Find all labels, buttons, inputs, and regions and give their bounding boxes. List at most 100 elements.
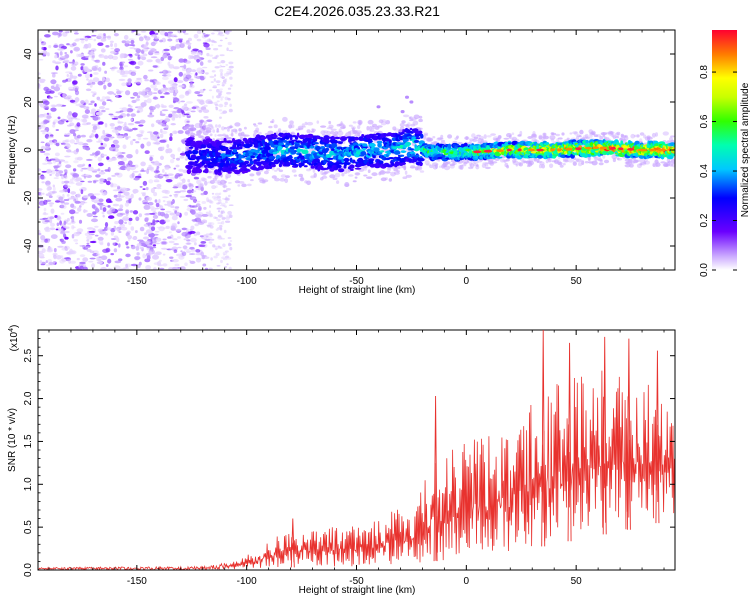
noise-speckle bbox=[215, 252, 220, 257]
signal-core-blob bbox=[226, 140, 234, 144]
signal-halo-blob bbox=[485, 166, 491, 170]
noise-speckle bbox=[183, 113, 190, 116]
noise-speckle bbox=[105, 134, 113, 137]
noise-speckle bbox=[80, 66, 84, 71]
signal-halo-blob bbox=[189, 183, 194, 186]
noise-speckle bbox=[111, 174, 116, 177]
signal-core-blob bbox=[268, 155, 276, 160]
noise-speckle bbox=[112, 139, 119, 145]
noise-speckle bbox=[201, 201, 207, 204]
noise-speckle bbox=[184, 107, 192, 112]
noise-speckle bbox=[195, 257, 203, 260]
noise-speckle bbox=[67, 188, 71, 194]
signal-halo-blob bbox=[191, 124, 194, 129]
noise-speckle bbox=[73, 198, 77, 202]
noise-speckle bbox=[159, 133, 164, 138]
noise-speckle bbox=[200, 241, 207, 244]
noise-speckle bbox=[150, 208, 157, 212]
signal-core-blob bbox=[325, 147, 330, 152]
noise-speckle bbox=[193, 33, 199, 39]
noise-speckle bbox=[57, 116, 61, 120]
noise-speckle bbox=[224, 37, 228, 40]
signal-halo-blob bbox=[432, 136, 436, 139]
noise-speckle bbox=[130, 263, 138, 267]
noise-speckle bbox=[186, 120, 190, 123]
noise-speckle bbox=[164, 219, 171, 223]
noise-speckle bbox=[38, 253, 45, 259]
signal-core-blob bbox=[187, 165, 194, 168]
noise-speckle bbox=[140, 143, 145, 149]
noise-speckle bbox=[130, 193, 134, 199]
signal-halo-blob bbox=[505, 158, 510, 162]
noise-speckle bbox=[180, 179, 186, 181]
noise-speckle bbox=[146, 98, 152, 104]
signal-core-blob bbox=[250, 155, 256, 159]
signal-halo-blob bbox=[336, 180, 340, 185]
noise-speckle bbox=[55, 129, 59, 131]
noise-speckle bbox=[185, 250, 191, 253]
noise-speckle bbox=[76, 53, 79, 58]
noise-speckle bbox=[189, 246, 195, 250]
noise-speckle bbox=[212, 84, 217, 89]
noise-speckle bbox=[143, 95, 150, 98]
noise-speckle bbox=[176, 80, 184, 84]
noise-speckle bbox=[223, 134, 226, 137]
noise-speckle bbox=[186, 205, 190, 208]
signal-halo-blob bbox=[481, 163, 486, 168]
noise-speckle bbox=[45, 260, 48, 264]
signal-halo-blob bbox=[280, 174, 287, 178]
signal-halo-blob bbox=[240, 131, 245, 137]
signal-halo-blob bbox=[246, 183, 252, 187]
noise-speckle bbox=[123, 34, 129, 40]
noise-speckle bbox=[164, 87, 168, 90]
noise-speckle bbox=[216, 83, 220, 86]
noise-speckle bbox=[125, 253, 131, 258]
signal-peak-blob bbox=[565, 147, 573, 151]
noise-speckle bbox=[224, 190, 228, 193]
noise-speckle bbox=[225, 255, 230, 259]
noise-speckle bbox=[85, 55, 89, 58]
noise-speckle bbox=[111, 118, 119, 120]
noise-speckle bbox=[106, 227, 112, 231]
noise-speckle bbox=[190, 225, 195, 230]
noise-speckle bbox=[199, 75, 204, 79]
noise-speckle bbox=[74, 97, 80, 103]
noise-speckle bbox=[177, 221, 180, 225]
signal-core-blob bbox=[392, 145, 398, 150]
noise-speckle bbox=[60, 230, 65, 234]
noise-speckle bbox=[117, 208, 124, 212]
signal-halo-blob bbox=[198, 122, 203, 128]
signal-halo-blob bbox=[219, 179, 226, 185]
noise-speckle bbox=[92, 170, 98, 173]
noise-speckle bbox=[56, 216, 62, 221]
noise-speckle bbox=[119, 204, 124, 209]
noise-speckle bbox=[101, 191, 107, 196]
noise-speckle bbox=[65, 226, 70, 229]
noise-speckle bbox=[95, 174, 101, 178]
signal-halo-blob bbox=[212, 129, 216, 133]
noise-speckle bbox=[175, 38, 179, 43]
noise-speckle bbox=[59, 238, 63, 241]
noise-speckle bbox=[152, 81, 156, 85]
noise-speckle bbox=[133, 47, 140, 50]
noise-speckle bbox=[110, 127, 115, 129]
noise-speckle bbox=[46, 249, 54, 253]
signal-core-blob bbox=[249, 160, 254, 165]
noise-speckle bbox=[203, 234, 208, 237]
signal-halo-blob bbox=[384, 177, 388, 181]
noise-speckle bbox=[107, 82, 112, 88]
noise-speckle bbox=[203, 116, 209, 119]
noise-speckle bbox=[203, 120, 207, 125]
noise-speckle bbox=[70, 191, 76, 195]
noise-speckle bbox=[162, 227, 167, 230]
noise-speckle bbox=[181, 42, 188, 45]
noise-speckle bbox=[205, 211, 209, 214]
noise-speckle bbox=[138, 36, 144, 42]
noise-speckle bbox=[173, 107, 180, 110]
noise-speckle bbox=[173, 167, 177, 170]
signal-halo-blob bbox=[396, 166, 401, 170]
noise-speckle bbox=[63, 199, 70, 201]
noise-speckle bbox=[181, 251, 187, 257]
noise-speckle bbox=[195, 187, 200, 190]
noise-speckle bbox=[104, 70, 107, 74]
